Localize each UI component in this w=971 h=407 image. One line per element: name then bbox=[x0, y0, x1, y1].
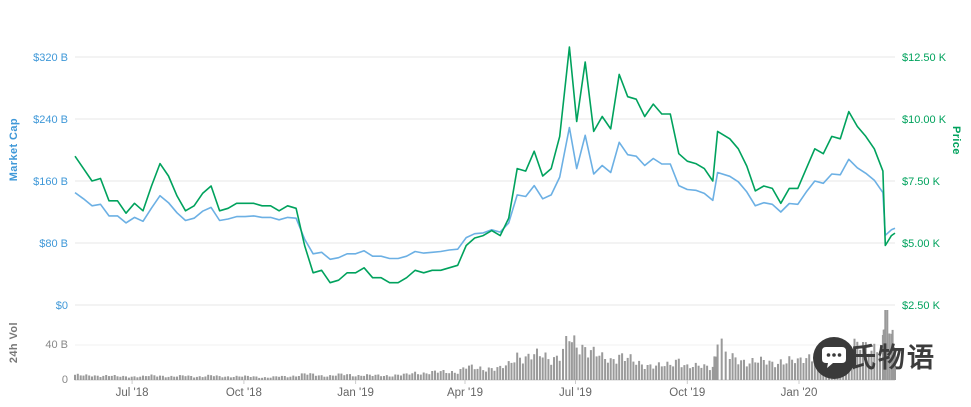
volume-axis-title: 24h Vol bbox=[8, 322, 20, 364]
svg-text:$2.50 K: $2.50 K bbox=[902, 300, 941, 312]
price-line bbox=[74, 46, 896, 284]
svg-text:Apr '19: Apr '19 bbox=[447, 387, 483, 399]
svg-text:0: 0 bbox=[62, 374, 68, 386]
watermark: 凯氏物语 bbox=[812, 336, 936, 379]
svg-text:Oct '18: Oct '18 bbox=[226, 387, 262, 399]
svg-text:$320 B: $320 B bbox=[33, 52, 68, 64]
svg-text:40 B: 40 B bbox=[45, 339, 68, 351]
svg-text:Oct '19: Oct '19 bbox=[669, 387, 705, 399]
svg-text:$240 B: $240 B bbox=[33, 114, 68, 126]
svg-text:Jul '19: Jul '19 bbox=[559, 387, 592, 399]
svg-text:$12.50 K: $12.50 K bbox=[902, 52, 947, 64]
svg-text:Jan '19: Jan '19 bbox=[337, 387, 374, 399]
gridlines bbox=[75, 56, 895, 381]
svg-text:$0: $0 bbox=[56, 300, 68, 312]
right-axis-title: Price bbox=[950, 126, 962, 155]
svg-text:$160 B: $160 B bbox=[33, 176, 68, 188]
svg-text:Jul '18: Jul '18 bbox=[116, 387, 149, 399]
svg-text:$10.00 K: $10.00 K bbox=[902, 114, 947, 126]
axis-labels: $0 $80 B $160 B $240 B $320 B $2.50 K $5.00 K $… bbox=[33, 52, 947, 399]
left-axis-title: Market Cap bbox=[8, 118, 20, 182]
market-cap-line bbox=[74, 126, 896, 261]
svg-text:$80 B: $80 B bbox=[39, 238, 68, 250]
svg-text:$7.50 K: $7.50 K bbox=[902, 176, 941, 188]
svg-text:Jan '20: Jan '20 bbox=[781, 387, 818, 399]
svg-text:$5.00 K: $5.00 K bbox=[902, 238, 941, 250]
